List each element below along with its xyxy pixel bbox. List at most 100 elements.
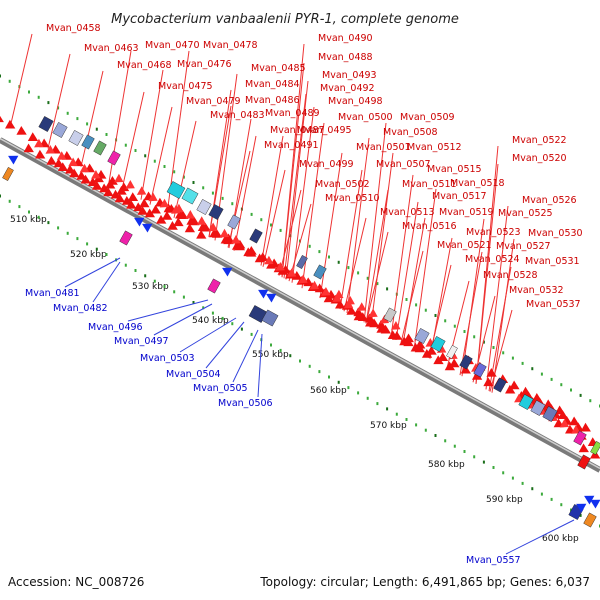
label-leader-line — [363, 122, 387, 323]
genome-backbone — [0, 137, 600, 473]
gene-arrow — [346, 305, 357, 315]
gene-block — [296, 255, 308, 269]
gc-dot — [105, 133, 108, 136]
gene-label-forward: Mvan_0500 — [338, 112, 393, 123]
kbp-tick-label: 580 kbp — [428, 460, 465, 470]
gc-dot — [86, 122, 89, 126]
gc-dot — [308, 244, 311, 248]
gene-label-forward: Mvan_0468 — [117, 60, 172, 71]
gene-label-forward: Mvan_0510 — [325, 193, 380, 204]
topology-text: Topology: circular; Length: 6,491,865 bp… — [259, 575, 590, 589]
gene-arrow — [483, 377, 494, 387]
kbp-tick-label: 540 kbp — [192, 316, 229, 326]
label-leader-line — [402, 217, 426, 344]
gc-dot — [531, 487, 534, 491]
label-leader-line — [339, 169, 363, 310]
gene-arrow — [173, 217, 184, 227]
gene-label-forward: Mvan_0486 — [245, 95, 300, 106]
gc-dot — [579, 393, 582, 397]
gc-dot — [134, 269, 137, 272]
gene-arrow — [185, 209, 195, 219]
gene-arrow — [426, 345, 437, 355]
gene-label-forward: Mvan_0511 — [402, 179, 457, 190]
gene-label-forward: Mvan_0492 — [320, 83, 375, 94]
gc-dot — [376, 402, 379, 406]
gc-dot — [366, 396, 369, 400]
gene-arrow — [134, 217, 145, 227]
gene-label-forward: Mvan_0491 — [264, 140, 319, 151]
label-leader-line — [208, 105, 232, 238]
gc-dot — [270, 343, 272, 347]
gene-label-forward: Mvan_0532 — [509, 285, 564, 296]
label-leader-line — [365, 189, 389, 324]
gene-arrow — [415, 339, 426, 349]
gene-arrow — [460, 364, 471, 374]
gene-label-forward: Mvan_0483 — [210, 110, 265, 121]
gene-block — [208, 204, 224, 220]
gene-block — [119, 230, 133, 246]
label-leader-line — [491, 238, 515, 393]
gc-dot — [511, 356, 514, 360]
gc-dot — [434, 434, 437, 437]
gene-label-forward: Mvan_0525 — [498, 208, 553, 219]
gene-label-reverse: Mvan_0481 — [25, 288, 80, 299]
kbp-tick-label: 520 kbp — [70, 250, 107, 260]
label-leader-line — [149, 106, 173, 205]
label-leader-line — [179, 317, 237, 353]
gc-dot — [511, 476, 514, 480]
label-leader-line — [413, 188, 437, 350]
label-leader-line — [461, 218, 485, 377]
gene-arrow — [222, 267, 233, 277]
gene-label-forward: Mvan_0521 — [437, 240, 492, 251]
gc-dot — [328, 375, 330, 379]
gene-label-forward: Mvan_0537 — [526, 299, 581, 310]
gc-dot — [318, 370, 321, 374]
gene-block — [459, 354, 473, 370]
gc-dot — [502, 351, 505, 355]
kbp-ticks: 510 kbp 520 kbp 530 kbp 540 kbp 550 kbp 560 k… — [10, 215, 579, 544]
kbp-tick-label: 570 kbp — [370, 421, 407, 431]
gene-label-reverse: Mvan_0505 — [193, 383, 248, 394]
gene-block — [207, 278, 221, 294]
gc-dot — [492, 346, 495, 349]
gc-dot — [76, 117, 79, 121]
gc-dot — [405, 298, 408, 301]
label-leader-line — [260, 135, 284, 266]
label-leader-line — [232, 329, 259, 383]
gene-arrow — [16, 125, 27, 135]
label-leader-line — [459, 251, 483, 376]
gene-arrow — [559, 418, 570, 428]
gene-block — [383, 307, 397, 323]
gene-arrow — [223, 233, 234, 243]
gene-block — [430, 336, 446, 352]
label-leader-line — [92, 261, 121, 303]
gene-label-forward: Mvan_0513 — [380, 207, 435, 218]
gene-label-forward: Mvan_0479 — [186, 96, 241, 107]
gc-dot — [270, 223, 272, 227]
gene-arrow — [353, 311, 364, 321]
gene-label-forward: Mvan_0493 — [322, 70, 377, 81]
gene-arrow — [580, 422, 591, 432]
label-leader-line — [400, 250, 424, 343]
gene-block — [181, 187, 199, 205]
gc-dot — [570, 508, 572, 512]
label-leader-line — [370, 152, 394, 327]
kbp-tick-label: 530 kbp — [132, 282, 169, 292]
gene-arrow — [403, 333, 414, 343]
gc-dot — [231, 322, 234, 326]
gene-arrow — [387, 330, 399, 339]
gene-label-reverse: Mvan_0503 — [140, 353, 195, 364]
gene-label-forward: Mvan_0475 — [158, 81, 213, 92]
gene-label-forward: Mvan_0489 — [265, 108, 320, 119]
kbp-tick-label: 550 kbp — [252, 350, 289, 360]
gene-arrow — [34, 138, 44, 148]
gene-arrow — [209, 228, 220, 238]
gc-dot — [386, 287, 389, 291]
gene-arrow — [167, 221, 178, 230]
gene-arrow — [569, 416, 580, 426]
gene-arrow — [505, 384, 516, 394]
label-leader-line — [365, 231, 389, 324]
gene-label-forward: Mvan_0524 — [465, 254, 520, 265]
gene-arrow — [258, 289, 269, 299]
